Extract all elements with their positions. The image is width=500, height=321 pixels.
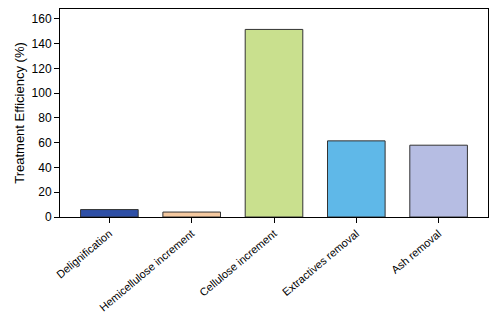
svg-text:120: 120 <box>32 62 52 76</box>
svg-text:80: 80 <box>38 111 52 125</box>
svg-text:Treatment Efficiency (%): Treatment Efficiency (%) <box>12 42 27 184</box>
svg-text:160: 160 <box>32 12 52 26</box>
svg-text:60: 60 <box>38 136 52 150</box>
svg-text:Extractives removal: Extractives removal <box>280 227 361 298</box>
svg-text:Cellulose increment: Cellulose increment <box>197 227 279 298</box>
svg-text:Delignification: Delignification <box>54 227 114 280</box>
svg-text:40: 40 <box>38 161 52 175</box>
svg-text:140: 140 <box>32 37 52 51</box>
svg-text:Hemicellulose increment: Hemicellulose increment <box>97 227 197 313</box>
svg-text:20: 20 <box>38 185 52 199</box>
svg-text:100: 100 <box>32 86 52 100</box>
svg-text:Ash removal: Ash removal <box>389 227 444 275</box>
svg-text:0: 0 <box>45 210 52 224</box>
